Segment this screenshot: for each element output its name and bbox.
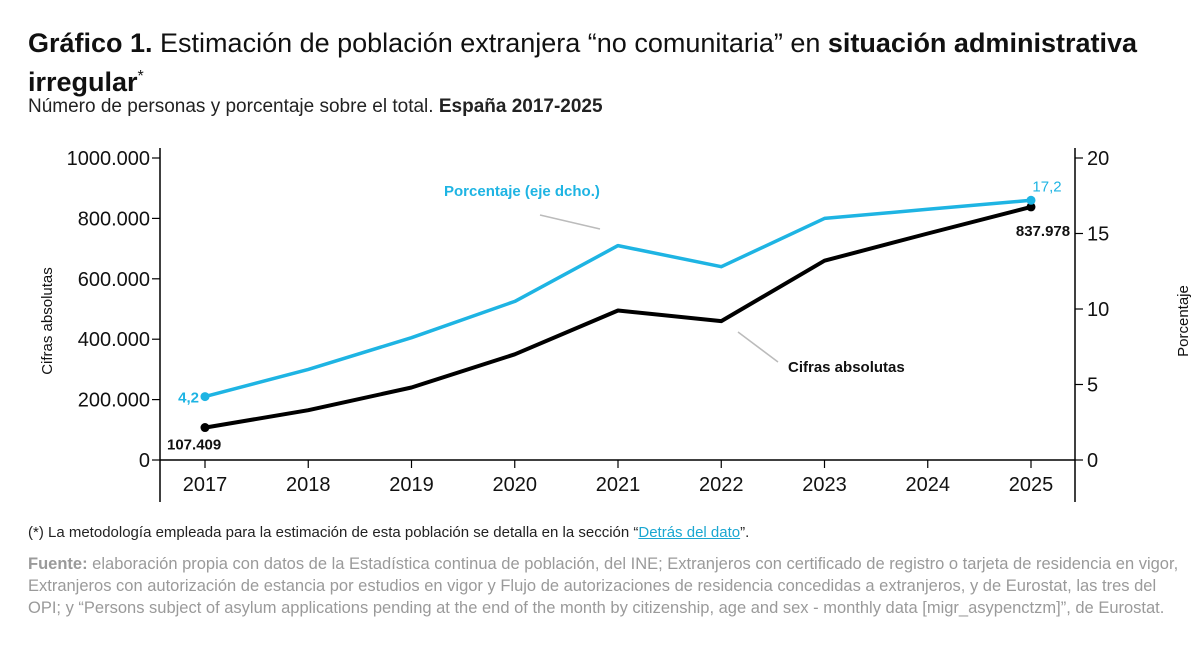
x-tick-label: 2023: [802, 474, 847, 496]
data-label-2017-porcentaje: 4,2: [178, 390, 199, 407]
subtitle-text: Número de personas y porcentaje sobre el…: [28, 96, 439, 117]
right-tick-label: 10: [1087, 299, 1109, 321]
x-tick-label: 2024: [906, 474, 951, 496]
leader-line-cifras: [737, 331, 779, 363]
data-label-2025-cifras: 837.978: [1016, 223, 1070, 240]
data-point-porcentaje: [1026, 195, 1036, 205]
left-tick-label: 0: [139, 450, 150, 472]
left-tick-label: 400.000: [78, 329, 150, 351]
title-number: Gráfico 1.: [28, 28, 153, 58]
x-tick-label: 2019: [389, 474, 434, 496]
x-tick-label: 2021: [596, 474, 641, 496]
data-point-cifras-absolutas: [1026, 202, 1036, 212]
series-label-porcentaje: Porcentaje (eje dcho.): [444, 183, 600, 200]
data-point-porcentaje: [200, 392, 210, 402]
x-tick-label: 2018: [286, 474, 331, 496]
x-tick-label: 2020: [493, 474, 538, 496]
right-tick-label: 20: [1087, 148, 1109, 170]
title-text: Estimación de población extranjera “no c…: [152, 28, 828, 58]
source-label: Fuente:: [28, 555, 88, 573]
left-axis-title: Cifras absolutas: [39, 267, 56, 375]
data-label-2025-porcentaje: 17,2: [1032, 178, 1061, 195]
title-asterisk: *: [137, 68, 144, 85]
source-text: elaboración propia con datos de la Estad…: [28, 555, 1179, 617]
chart-title: Gráfico 1. Estimación de población extra…: [28, 26, 1148, 99]
right-axis-title: Porcentaje: [1175, 285, 1192, 357]
right-tick-label: 0: [1087, 450, 1098, 472]
chart-subtitle: Número de personas y porcentaje sobre el…: [28, 96, 603, 118]
left-tick-label: 200.000: [78, 390, 150, 412]
axes: 1000.000800.000600.000400.000200.0000201…: [39, 148, 1192, 502]
series-label-cifras: Cifras absolutas: [788, 359, 905, 376]
series-line-cifras-absolutas: [204, 204, 1032, 430]
title-emphasis: situación administrativa irregular: [28, 28, 1137, 97]
source-note: Fuente: elaboración propia con datos de …: [28, 553, 1188, 619]
left-tick-label: 1000.000: [67, 148, 150, 170]
x-tick-label: 2025: [1009, 474, 1054, 496]
note-text: (*) La metodología empleada para la esti…: [28, 524, 639, 541]
subtitle-scope: España 2017-2025: [438, 96, 603, 117]
x-tick-label: 2022: [699, 474, 744, 496]
chart-annotations: 107.409 837.978 4,2 17,2 Porcentaje (eje dch…: [167, 178, 1070, 453]
line-chart: 1000.000800.000600.000400.000200.0000201…: [39, 148, 1192, 502]
data-point-cifras-absolutas: [200, 423, 210, 433]
series-line-porcentaje: [204, 198, 1032, 399]
note-suffix: ”.: [740, 524, 750, 541]
data-label-2017-cifras: 107.409: [167, 437, 221, 454]
methodology-note: (*) La metodología empleada para la esti…: [28, 524, 749, 541]
leader-line-porcentaje: [539, 214, 601, 230]
x-tick-label: 2017: [183, 474, 228, 496]
detras-del-dato-link[interactable]: Detrás del dato: [638, 524, 741, 541]
left-tick-label: 800.000: [78, 208, 150, 230]
right-tick-label: 15: [1087, 224, 1109, 246]
series-lines: [200, 195, 1036, 433]
left-tick-label: 600.000: [78, 269, 150, 291]
right-tick-label: 5: [1087, 375, 1098, 397]
